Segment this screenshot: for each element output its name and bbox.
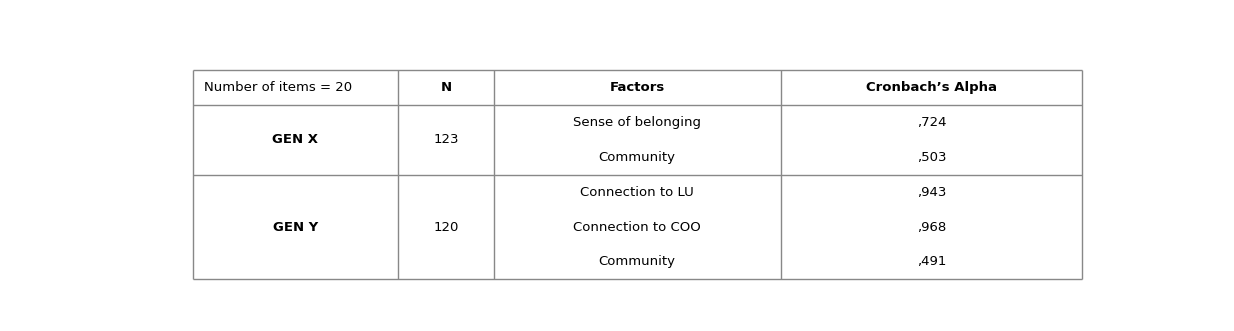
Text: Number of items = 20: Number of items = 20 [204,81,352,94]
Text: Cronbach’s Alpha: Cronbach’s Alpha [866,81,997,94]
Text: Connection to COO: Connection to COO [574,220,701,234]
Text: Community: Community [598,151,676,164]
Text: 123: 123 [433,133,459,147]
Text: Sense of belonging: Sense of belonging [574,116,701,129]
Text: Connection to LU: Connection to LU [580,186,694,199]
Text: ,724: ,724 [917,116,946,129]
Text: GEN X: GEN X [273,133,318,147]
Text: Community: Community [598,256,676,268]
Text: ,943: ,943 [917,186,946,199]
Text: N: N [441,81,452,94]
Text: GEN Y: GEN Y [273,220,318,234]
Text: ,503: ,503 [917,151,946,164]
Text: ,491: ,491 [917,256,946,268]
Text: 120: 120 [433,220,459,234]
Text: Factors: Factors [610,81,665,94]
Text: ,968: ,968 [917,220,946,234]
